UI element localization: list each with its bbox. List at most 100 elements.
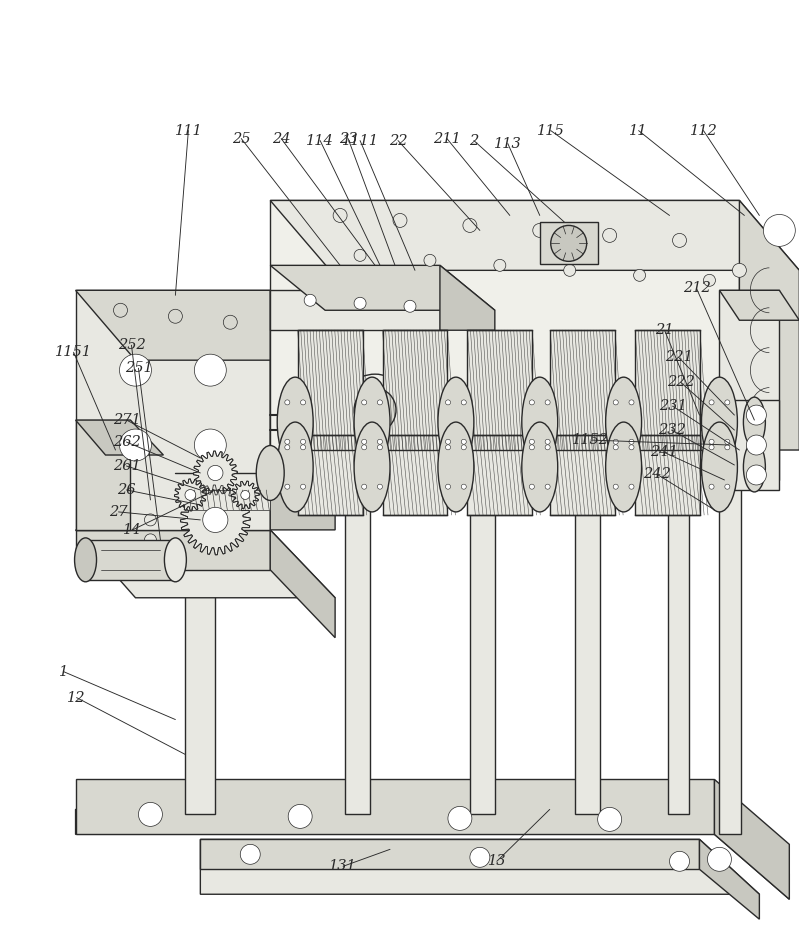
Circle shape: [629, 439, 634, 444]
Ellipse shape: [438, 422, 474, 512]
Ellipse shape: [278, 377, 313, 467]
Circle shape: [114, 303, 127, 317]
Polygon shape: [719, 290, 799, 320]
Circle shape: [545, 484, 550, 489]
Circle shape: [629, 445, 634, 450]
Text: 11: 11: [630, 123, 648, 137]
Ellipse shape: [743, 397, 766, 447]
Bar: [298, 435, 362, 514]
Polygon shape: [270, 265, 495, 311]
Bar: [298, 330, 362, 450]
Polygon shape: [186, 490, 270, 510]
Polygon shape: [75, 290, 335, 361]
Circle shape: [285, 484, 290, 489]
Ellipse shape: [74, 538, 97, 582]
Ellipse shape: [165, 538, 186, 582]
Polygon shape: [734, 400, 779, 490]
Polygon shape: [75, 290, 270, 530]
Ellipse shape: [522, 422, 558, 512]
Circle shape: [634, 270, 646, 281]
Text: 113: 113: [494, 136, 522, 150]
Text: 261: 261: [113, 459, 140, 473]
Circle shape: [301, 445, 306, 450]
Polygon shape: [174, 479, 206, 511]
Circle shape: [725, 484, 730, 489]
Ellipse shape: [256, 446, 284, 501]
Circle shape: [354, 249, 366, 261]
Text: 21: 21: [655, 324, 674, 337]
Polygon shape: [470, 455, 495, 815]
Text: 12: 12: [67, 691, 86, 705]
Polygon shape: [86, 540, 175, 579]
Bar: [382, 435, 447, 514]
Circle shape: [462, 484, 466, 489]
Bar: [635, 330, 700, 450]
Circle shape: [725, 439, 730, 444]
Circle shape: [733, 263, 746, 277]
Circle shape: [709, 484, 714, 489]
Circle shape: [138, 803, 162, 826]
Ellipse shape: [340, 375, 410, 446]
Polygon shape: [186, 480, 215, 815]
Circle shape: [362, 484, 366, 489]
Circle shape: [301, 400, 306, 405]
Text: 23: 23: [339, 132, 358, 146]
Bar: [550, 330, 615, 450]
Polygon shape: [75, 420, 130, 530]
Circle shape: [614, 445, 618, 450]
Text: 27: 27: [110, 505, 128, 519]
Text: 25: 25: [232, 132, 250, 146]
Circle shape: [462, 400, 466, 405]
Circle shape: [446, 484, 450, 489]
Polygon shape: [231, 481, 259, 509]
Polygon shape: [270, 200, 739, 450]
Text: 26: 26: [118, 483, 136, 497]
Text: 252: 252: [118, 338, 146, 352]
Circle shape: [362, 445, 366, 450]
Circle shape: [240, 844, 260, 864]
Polygon shape: [440, 265, 495, 330]
Circle shape: [145, 553, 157, 565]
Text: 262: 262: [113, 435, 140, 449]
Circle shape: [725, 445, 730, 450]
Text: 242: 242: [642, 467, 670, 481]
Text: 211: 211: [433, 132, 461, 146]
Polygon shape: [719, 290, 779, 480]
Circle shape: [354, 298, 366, 310]
Polygon shape: [719, 448, 742, 834]
Ellipse shape: [438, 377, 474, 467]
Circle shape: [614, 439, 618, 444]
Circle shape: [670, 851, 690, 871]
Text: 231: 231: [658, 400, 686, 413]
Circle shape: [614, 484, 618, 489]
Circle shape: [629, 484, 634, 489]
Circle shape: [223, 315, 238, 329]
Polygon shape: [714, 780, 790, 899]
Polygon shape: [194, 451, 238, 495]
Circle shape: [202, 507, 228, 532]
Circle shape: [446, 400, 450, 405]
Text: 232: 232: [658, 423, 686, 437]
Polygon shape: [667, 450, 690, 815]
Circle shape: [530, 445, 534, 450]
Circle shape: [378, 445, 382, 450]
Polygon shape: [345, 460, 370, 815]
Circle shape: [241, 490, 250, 500]
Bar: [540, 222, 598, 264]
Circle shape: [185, 489, 196, 501]
Polygon shape: [75, 530, 335, 598]
Polygon shape: [75, 809, 790, 899]
Circle shape: [446, 439, 450, 444]
Ellipse shape: [702, 422, 738, 512]
Polygon shape: [200, 839, 699, 870]
Text: 1152: 1152: [572, 433, 609, 447]
Circle shape: [602, 228, 617, 242]
Circle shape: [393, 213, 407, 227]
Circle shape: [432, 382, 448, 398]
Circle shape: [462, 439, 466, 444]
Bar: [550, 435, 615, 514]
Circle shape: [533, 223, 546, 237]
Text: 1: 1: [59, 665, 68, 679]
Polygon shape: [574, 452, 600, 815]
Ellipse shape: [606, 377, 642, 467]
